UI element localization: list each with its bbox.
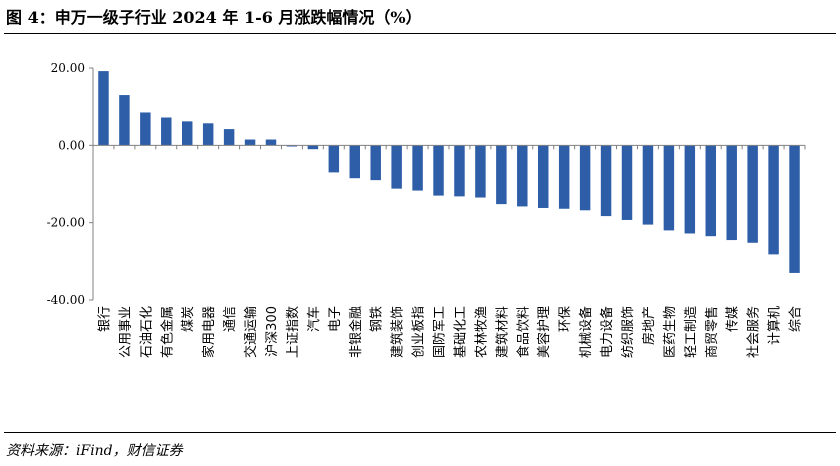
bar	[475, 145, 486, 198]
y-tick-label: -20.00	[47, 216, 85, 230]
category-label: 房地产	[641, 306, 657, 345]
bar	[412, 145, 423, 191]
category-label: 创业板指	[412, 306, 427, 358]
category-label: 基础化工	[453, 306, 468, 358]
category-label: 银行	[97, 306, 112, 332]
category-label: 计算机	[768, 306, 783, 345]
category-label: 社会服务	[746, 306, 762, 358]
y-tick-label: -40.00	[47, 293, 85, 307]
x-axis	[92, 144, 806, 150]
bar	[538, 145, 549, 208]
figure-title: 图 4：申万一级子行业 2024 年 1-6 月涨跌幅情况（%）	[6, 8, 422, 27]
bar	[558, 145, 570, 209]
bar	[140, 112, 151, 146]
bar	[621, 145, 633, 220]
category-label: 非银金融	[348, 306, 364, 358]
category-label: 电力设备	[599, 306, 615, 358]
y-tick-label: 20.00	[51, 61, 85, 75]
bar	[286, 145, 298, 147]
bar	[328, 145, 340, 173]
category-label: 石油石化	[139, 306, 154, 358]
category-label: 机械设备	[578, 306, 594, 358]
bar	[182, 121, 193, 146]
category-label: 传媒	[726, 306, 741, 332]
category-label: 环保	[558, 306, 573, 332]
category-label: 国防军工	[432, 306, 448, 358]
bar	[433, 145, 444, 196]
category-label: 建筑装饰	[390, 306, 406, 358]
bar	[663, 145, 675, 231]
source-rule	[4, 432, 836, 433]
category-label: 钢铁	[370, 306, 385, 332]
bars	[98, 71, 800, 273]
bar	[98, 71, 109, 146]
category-label: 纺织服饰	[621, 306, 636, 358]
category-labels: 银行 公用事业 石油石化 有色金属 煤炭 家用电器 通信 交通运输 沪深300 上证指数 汽车 电子非…	[97, 306, 803, 358]
bar	[726, 145, 737, 241]
category-label: 上证指数	[286, 306, 301, 358]
bar	[202, 123, 214, 146]
category-label: 美容护理	[536, 306, 552, 358]
bar	[517, 145, 528, 207]
y-tick-label: 0.00	[58, 138, 85, 152]
category-label: 家用电器	[201, 306, 217, 358]
bar	[642, 145, 654, 225]
source-note: 资料来源：iFind，财信证券	[6, 443, 183, 459]
category-label: 建筑材料	[494, 306, 510, 358]
bar	[265, 139, 277, 146]
bar	[244, 139, 256, 146]
category-label: 食品饮料	[515, 306, 531, 358]
bar	[789, 145, 800, 273]
bar	[307, 145, 319, 150]
bar	[684, 145, 696, 234]
bar	[119, 95, 130, 146]
y-axis: 20.00 0.00 -20.00 -40.00	[47, 61, 94, 307]
bar	[161, 117, 172, 146]
category-label: 商贸零售	[704, 306, 720, 358]
bar	[349, 145, 360, 179]
category-label: 交通运输	[243, 306, 259, 358]
title-rule	[4, 33, 836, 34]
category-label: 煤炭	[181, 306, 196, 332]
category-label: 汽车	[306, 306, 322, 332]
bar	[391, 145, 402, 189]
bar	[747, 145, 758, 243]
category-label: 通信	[223, 306, 238, 332]
category-label: 农林牧渔	[474, 306, 489, 358]
bar	[600, 145, 612, 217]
category-label: 有色金属	[159, 306, 175, 358]
bar	[223, 129, 235, 146]
category-label: 医药生物	[663, 306, 678, 358]
category-label: 电子	[328, 306, 343, 332]
category-label: 综合	[789, 306, 804, 332]
bar	[579, 145, 591, 211]
bar	[705, 145, 716, 237]
bar	[768, 145, 779, 255]
category-label: 公用事业	[118, 306, 133, 358]
category-label: 沪深300	[264, 306, 280, 357]
bar	[370, 145, 381, 181]
bar	[454, 145, 465, 197]
category-label: 轻工制造	[684, 306, 699, 358]
bar	[496, 145, 507, 205]
